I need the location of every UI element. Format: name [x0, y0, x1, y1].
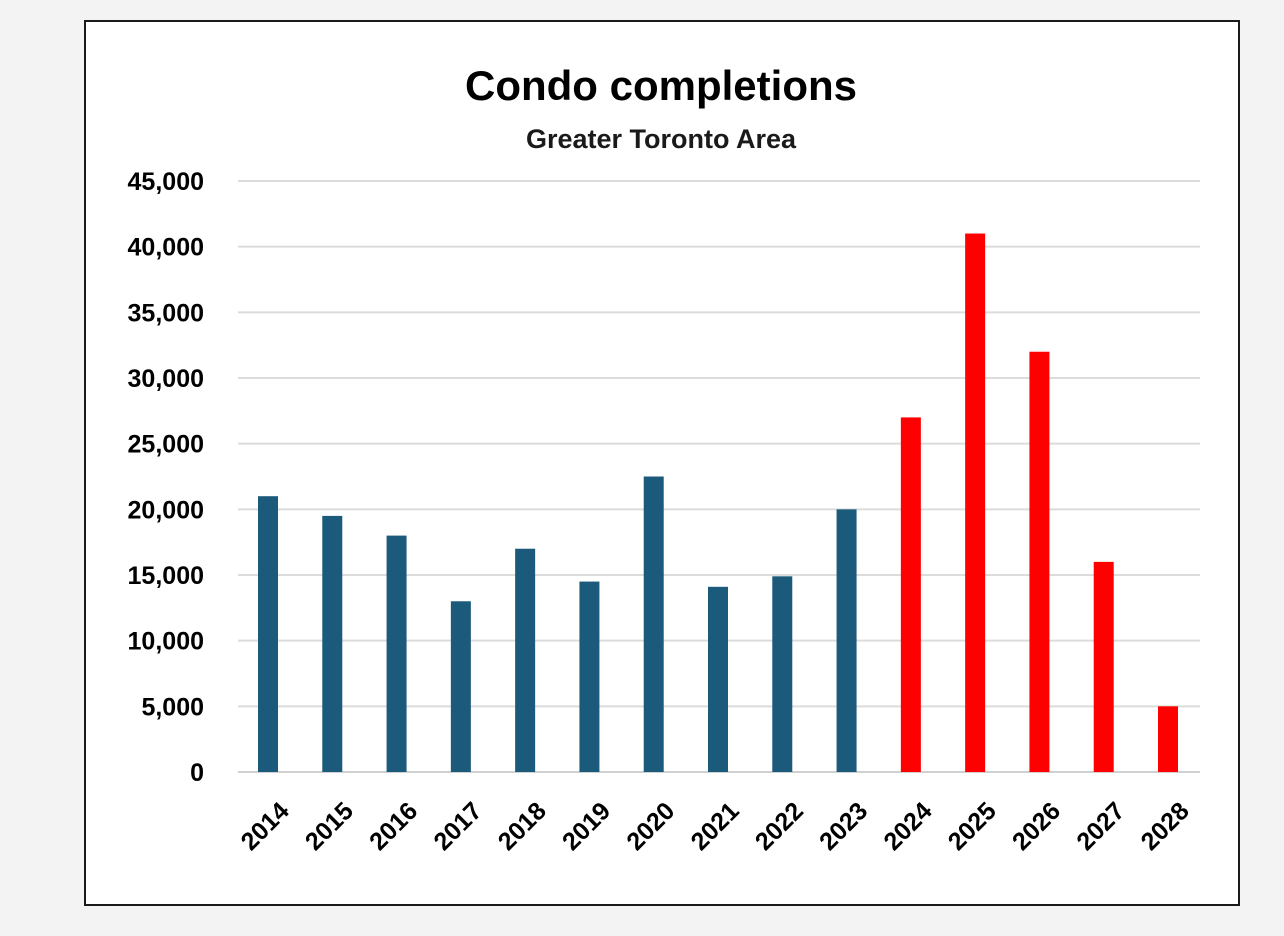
bar-2020 — [643, 476, 664, 772]
x-tick-label: 2022 — [750, 797, 809, 856]
y-tick-label: 30,000 — [128, 365, 204, 393]
bar-2014 — [258, 496, 278, 772]
x-tick-label: 2014 — [236, 797, 295, 856]
bar-2019 — [579, 581, 600, 772]
y-tick-label: 15,000 — [128, 562, 204, 590]
bar-2027 — [1093, 561, 1114, 772]
x-tick-label: 2021 — [686, 797, 745, 856]
x-tick-label: 2026 — [1007, 797, 1066, 856]
chart-subtitle: Greater Toronto Area — [526, 124, 797, 154]
y-tick-label: 20,000 — [128, 496, 204, 524]
x-tick-label: 2017 — [428, 797, 487, 856]
y-tick-label: 25,000 — [128, 431, 204, 459]
y-tick-label: 5,000 — [141, 693, 204, 721]
x-tick-label: 2018 — [493, 797, 552, 856]
bar-2015 — [322, 515, 343, 772]
x-tick-label: 2020 — [621, 797, 680, 856]
bar-2022 — [772, 576, 793, 772]
x-tick-label: 2024 — [878, 797, 937, 856]
x-tick-label: 2025 — [943, 797, 1002, 856]
bar-2028 — [1158, 706, 1178, 772]
bar-2025 — [965, 233, 986, 773]
x-tick-label: 2019 — [557, 797, 616, 856]
y-tick-label: 45,000 — [128, 168, 204, 196]
bars — [258, 233, 1178, 773]
x-tick-label: 2027 — [1071, 797, 1130, 856]
bar-2018 — [515, 548, 536, 772]
bar-2017 — [450, 601, 471, 772]
x-tick-label: 2015 — [300, 797, 359, 856]
y-tick-label: 10,000 — [128, 628, 204, 656]
y-tick-label: 40,000 — [128, 234, 204, 262]
bar-2016 — [386, 535, 407, 772]
y-tick-label: 35,000 — [128, 299, 204, 327]
y-tick-label: 0 — [190, 759, 204, 787]
chart-title: Condo completions — [465, 62, 857, 109]
y-axis-ticks: 0 5,000 10,000 15,000 20,000 25,000 30,000 35,0… — [128, 168, 204, 787]
x-tick-label: 2028 — [1136, 797, 1195, 856]
bar-2023 — [836, 509, 857, 772]
x-axis-ticks: 2014 2015 2016 2017 2018 2019 2020 2021 2022 2023… — [236, 797, 1195, 856]
x-tick-label: 2016 — [364, 797, 423, 856]
bar-2021 — [708, 586, 728, 772]
bar-2026 — [1029, 351, 1050, 772]
bar-2024 — [900, 417, 921, 772]
x-tick-label: 2023 — [814, 797, 873, 856]
